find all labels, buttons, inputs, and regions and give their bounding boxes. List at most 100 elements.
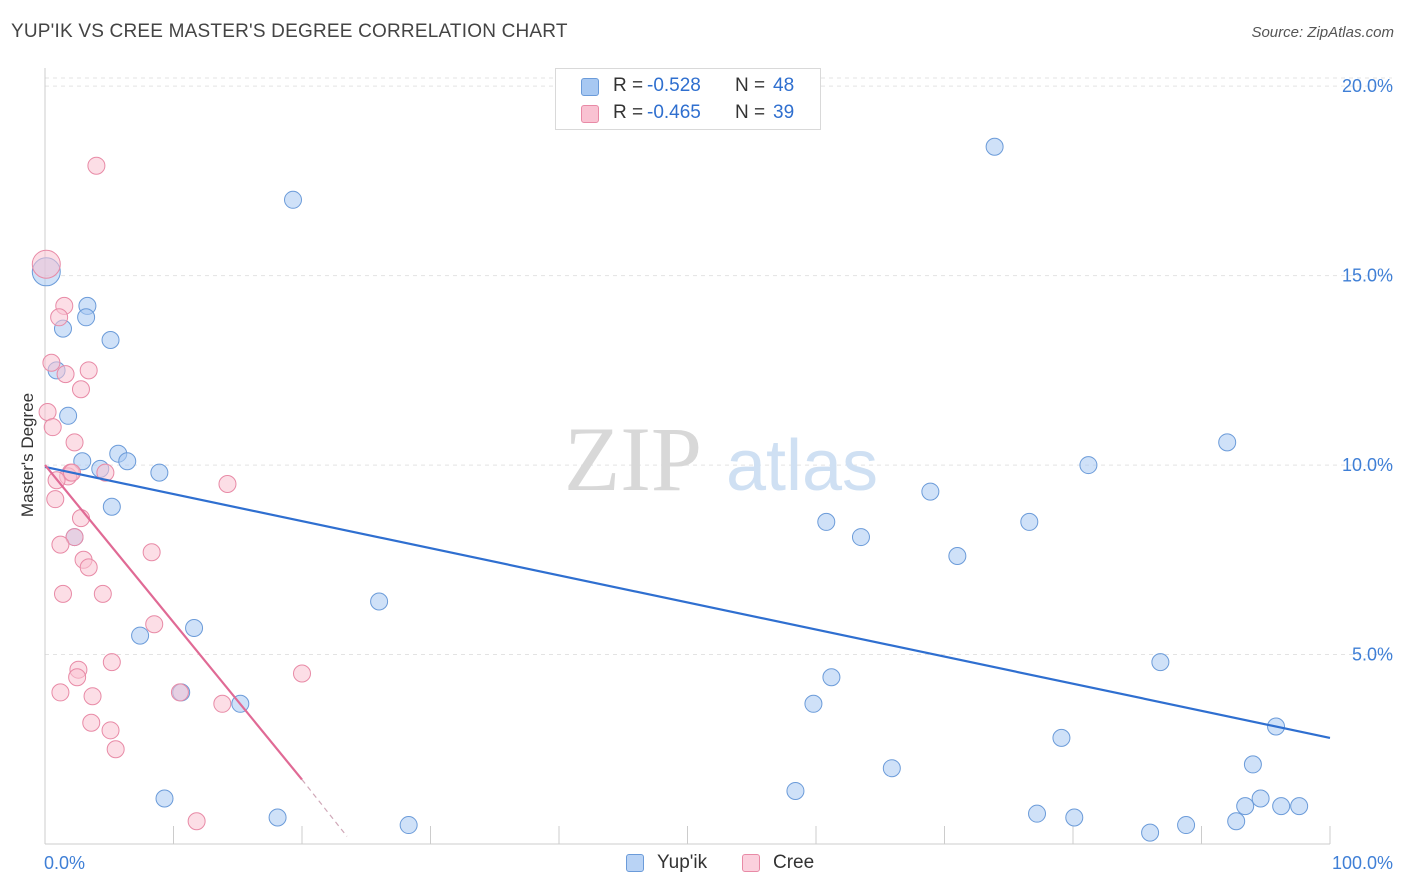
yupik-point [1052,728,1071,747]
cree-point [65,528,84,547]
cree-point [79,361,98,380]
y-tick-label: 15.0% [1342,266,1393,286]
yupik-point [817,512,836,531]
yupik-point [882,759,901,778]
source-label: Source: ZipAtlas.com [1251,24,1394,41]
r-value: -0.465 [647,102,701,123]
cree-point [96,463,115,482]
yupik-point [185,619,204,638]
data-points [31,137,1309,842]
yupik-point [155,789,174,808]
cree-point [50,308,69,327]
yupik-point [73,452,92,471]
cree-point [93,584,112,603]
cree-point [65,433,84,452]
cree-point [102,653,121,672]
yupik-point [399,816,418,835]
r-label: R = [613,102,644,123]
yupik-point [370,592,389,611]
cree-point [170,683,189,702]
cree-point [51,683,70,702]
cree-point [46,490,65,509]
yupik-point [118,452,137,471]
cree-point [43,418,62,437]
cree-point [87,156,106,175]
yupik-point [1236,797,1255,816]
yupik-swatch [581,78,599,96]
cree-point [218,475,237,494]
cree-point [82,713,101,732]
yupik-point [1251,789,1270,808]
yupik-point [1227,812,1246,831]
yupik-point [59,406,78,425]
yupik-point [131,626,150,645]
n-label: N = [735,102,766,123]
yupik-point [1028,804,1047,823]
yupik-point [1218,433,1237,452]
watermark-atlas: atlas [726,426,878,506]
yupik-point [150,463,169,482]
cree-point [38,403,57,422]
r-value: -0.528 [647,75,701,96]
x-tick-label: 0.0% [44,853,85,873]
yupik-point [284,190,303,209]
x-tick-label: 100.0% [1332,853,1393,873]
cree-point [142,543,161,562]
yupik-point [921,482,940,501]
cree-point [31,249,61,279]
yupik-point [1177,816,1196,835]
cree-point [53,584,72,603]
cree-point [145,615,164,634]
yupik-point [851,528,870,547]
cree-point [83,687,102,706]
cree-point [71,380,90,399]
n-value: 39 [773,102,795,123]
yupik-legend-swatch [626,854,644,872]
yupik-trend-line [44,465,1331,739]
trend-lines [44,464,1331,837]
cree-point [213,694,232,713]
yupik-point [77,308,96,327]
yupik-point [102,497,121,516]
y-tick-label: 5.0% [1352,645,1393,665]
cree-trend-line [44,464,303,781]
y-tick-label: 10.0% [1342,455,1393,475]
stats-legend: R = -0.528 N = 48 R = -0.465 N = 39 [555,68,821,130]
legend-label-yupik: Yup'ik [657,852,708,873]
cree-point [51,535,70,554]
gridlines [45,77,1392,656]
cree-point [187,812,206,831]
series-legend: Yup'ik Cree [0,852,1406,878]
watermark: ZIP atlas [564,408,878,510]
cree-point [106,740,125,759]
cree-point [293,664,311,683]
yupik-point [1141,823,1160,842]
n-label: N = [735,75,766,96]
cree-point [42,353,61,372]
yupik-point [268,808,287,827]
r-label: R = [613,75,644,96]
cree-trend-extension [301,779,348,837]
tick-labels: 5.0% 10.0% 15.0% 20.0% 0.0% 100.0% [44,76,1393,873]
cree-point [101,721,120,740]
yupik-point [786,781,805,800]
yupik-point [1272,797,1291,816]
cree-swatch [581,105,599,123]
yupik-point [804,694,823,713]
yupik-point [1065,808,1084,827]
cree-point [68,668,87,687]
legend-label-cree: Cree [773,852,815,873]
yupik-point [1020,512,1039,531]
axes [44,68,1331,845]
watermark-zip: ZIP [564,408,702,510]
cree-legend-swatch [742,854,760,872]
y-tick-label: 20.0% [1342,76,1393,96]
chart-title: YUP'IK VS CREE MASTER'S DEGREE CORRELATI… [11,21,568,42]
cree-point [79,558,98,577]
yupik-point [985,137,1004,156]
yupik-point [822,668,841,687]
yupik-point [1290,797,1309,816]
yupik-point [948,547,967,566]
n-value: 48 [773,75,795,96]
